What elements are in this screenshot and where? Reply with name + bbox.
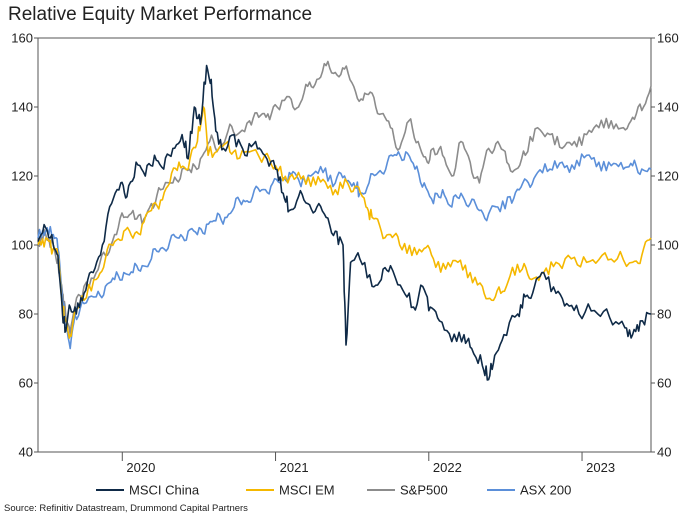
x-tick-label: 2023 [586, 460, 615, 475]
y-tick-label: 140 [657, 100, 679, 115]
legend-label-asx-200: ASX 200 [520, 483, 571, 498]
series-line-msci-china [37, 64, 652, 381]
x-tick-label: 2022 [433, 460, 462, 475]
series-line-s-p500 [37, 60, 652, 336]
legend-label-s-p500: S&P500 [400, 483, 448, 498]
series-lines [37, 60, 652, 381]
plot-frame [37, 37, 652, 461]
x-axis: 2020 2021 2022 2023 [126, 460, 615, 475]
x-tick-label: 2020 [126, 460, 155, 475]
source-note: Source: Refinitiv Datastream, Drummond C… [4, 503, 248, 514]
legend-label-msci-em: MSCI EM [279, 483, 335, 498]
chart-title: Relative Equity Market Performance [8, 4, 313, 25]
plot-border [37, 37, 652, 453]
y-tick-label: 140 [11, 100, 33, 115]
y-tick-label: 60 [657, 376, 671, 391]
y-tick-label: 60 [19, 376, 33, 391]
series-line-msci-em [37, 106, 652, 339]
y-tick-label: 40 [19, 445, 33, 460]
legend-label-msci-china: MSCI China [129, 483, 200, 498]
y-tick-label: 120 [657, 169, 679, 184]
left-y-axis: 40 60 80 100 120 140 160 [11, 31, 38, 460]
y-tick-label: 100 [657, 238, 679, 253]
legend: MSCI China MSCI EM S&P500 ASX 200 [96, 483, 571, 498]
y-tick-label: 160 [11, 31, 33, 46]
y-tick-label: 120 [11, 169, 33, 184]
x-tick-label: 2021 [280, 460, 309, 475]
y-tick-label: 160 [657, 31, 679, 46]
y-tick-label: 80 [19, 307, 33, 322]
right-y-axis: 40 60 80 100 120 140 160 [651, 31, 679, 460]
series-line-asx-200 [37, 151, 652, 350]
y-tick-label: 100 [11, 238, 33, 253]
y-tick-label: 80 [657, 307, 671, 322]
y-tick-label: 40 [657, 445, 671, 460]
